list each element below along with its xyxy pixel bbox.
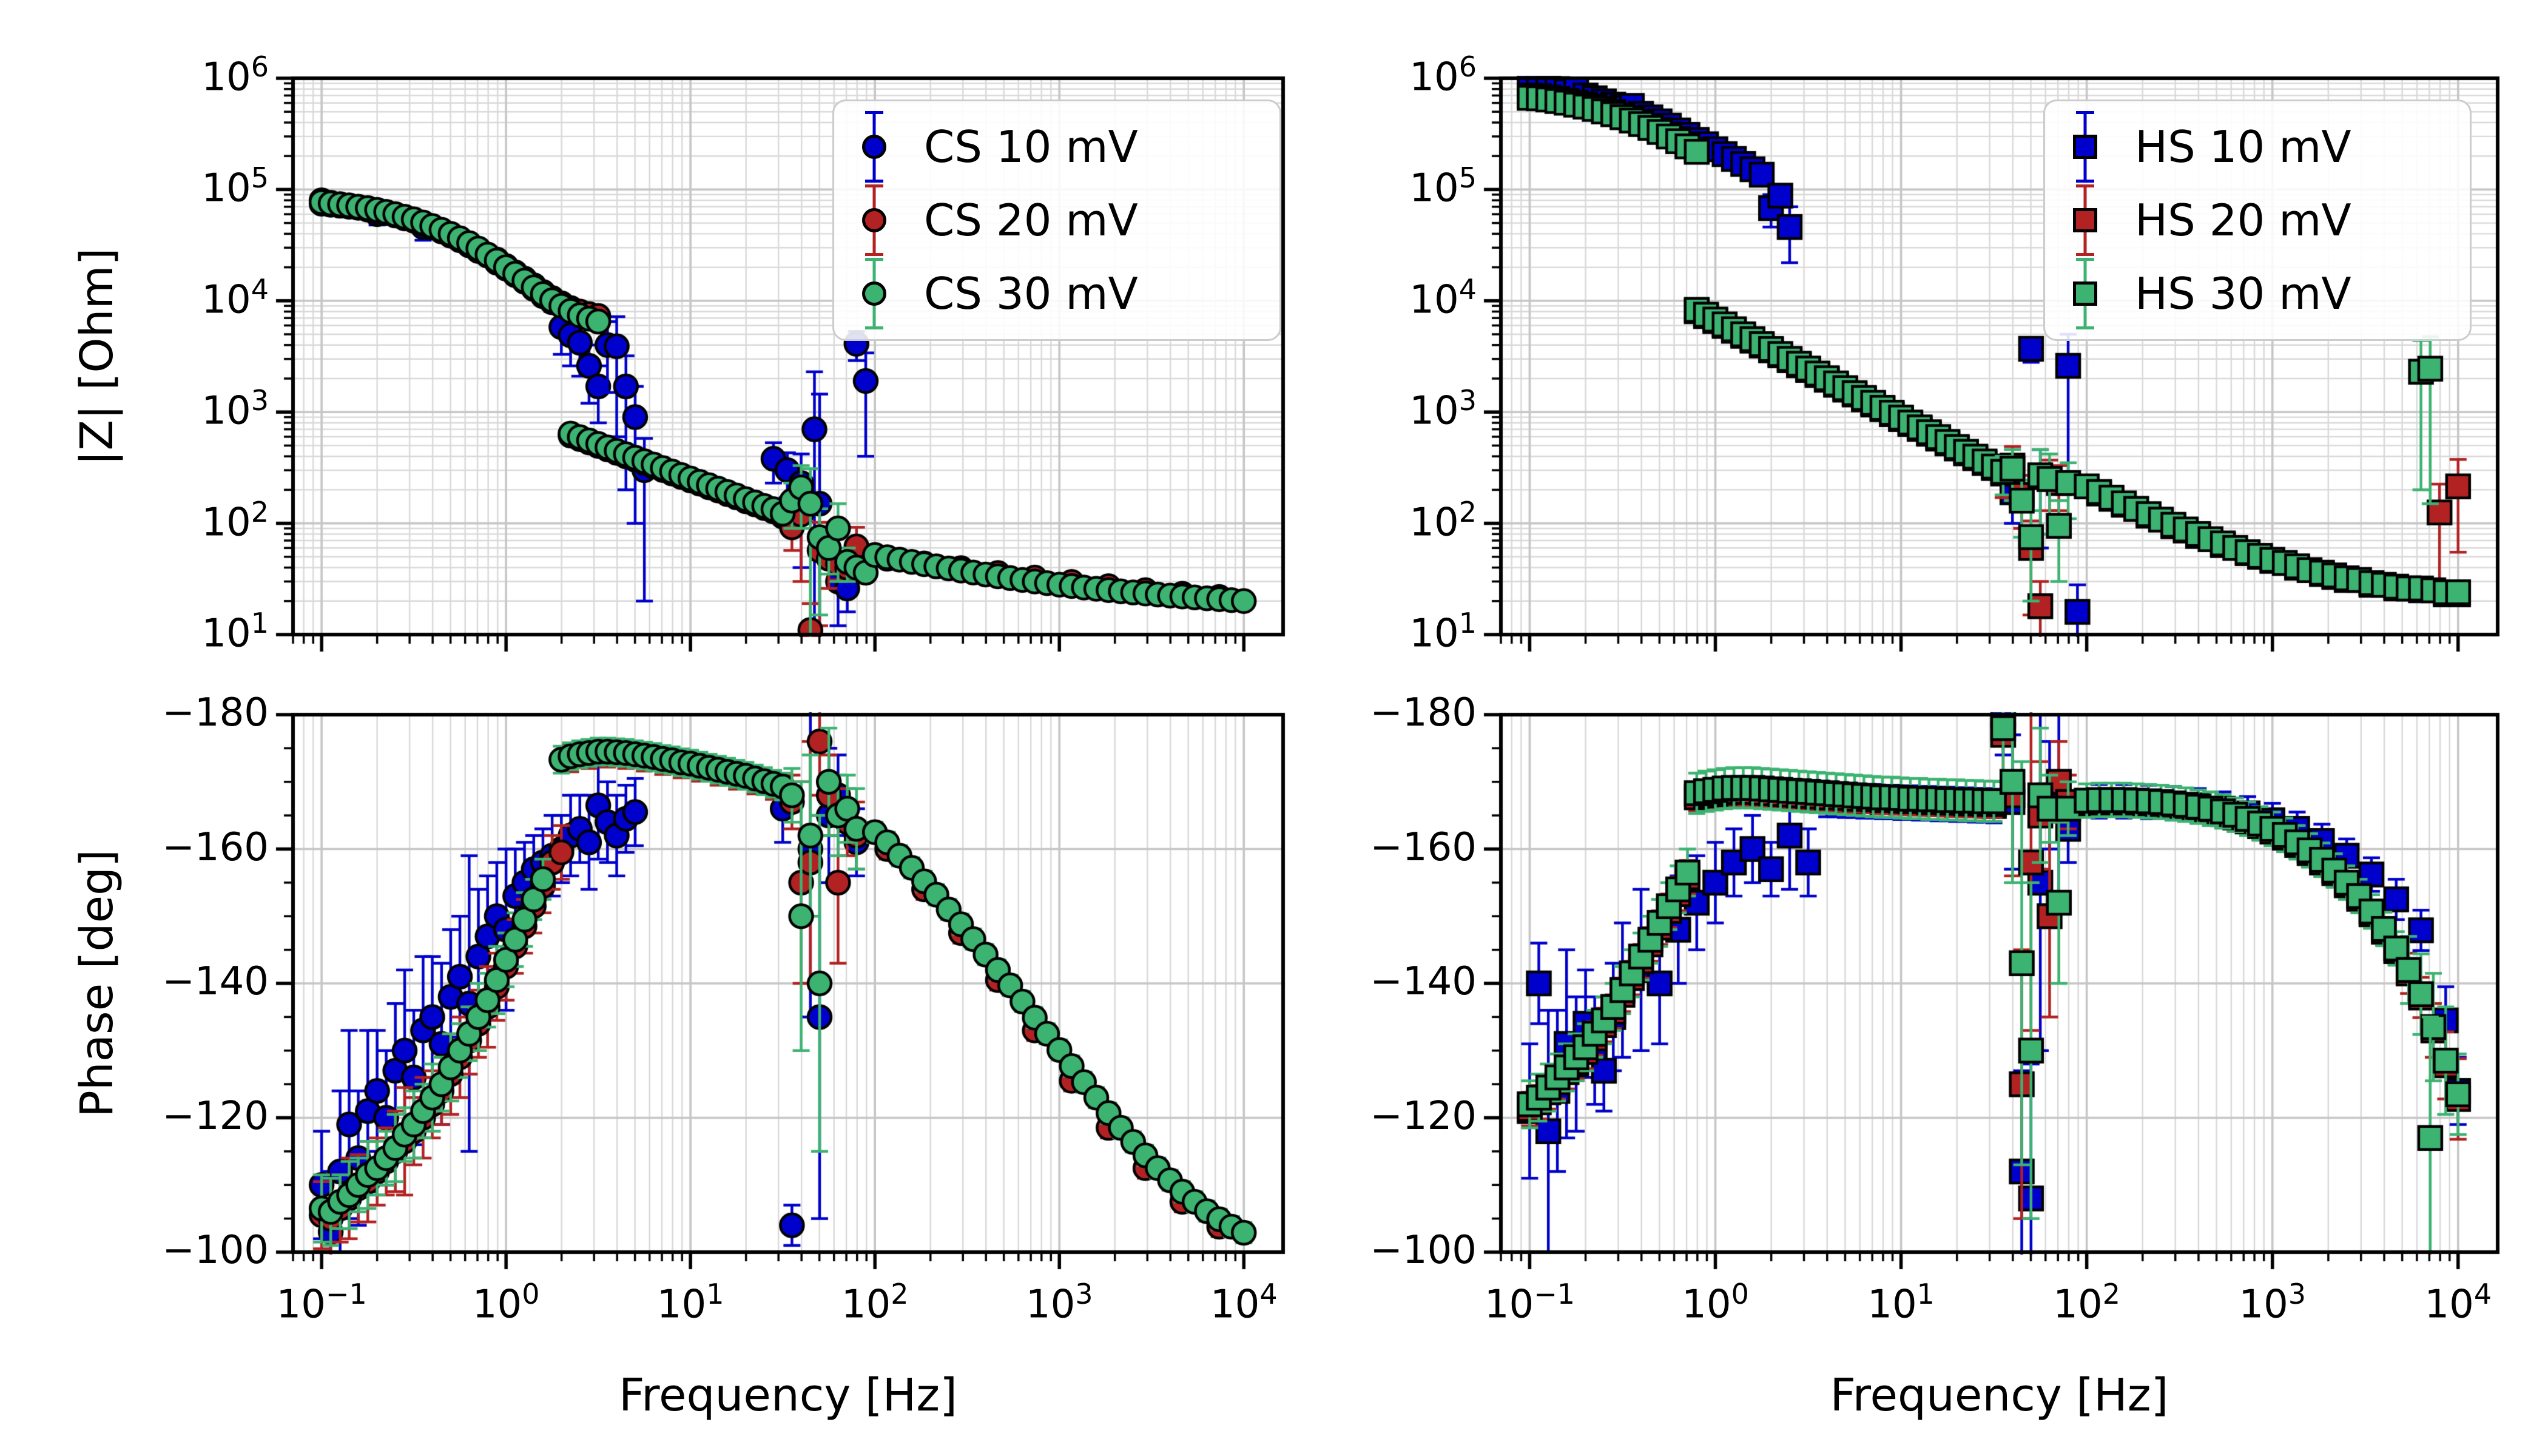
y-tick-label: 106 — [201, 50, 269, 100]
legend-item-hs-30-mv: HS 30 mV — [2071, 257, 2458, 331]
y-tick-label: 101 — [201, 607, 269, 656]
x-tick-label: 100 — [1682, 1278, 1749, 1327]
legend-marker-circle-icon — [860, 258, 889, 330]
legend-marker-circle-icon — [860, 184, 889, 256]
legend-item-cs-20-mv: CS 20 mV — [860, 183, 1267, 257]
y-tick-label: −120 — [162, 1093, 269, 1139]
legend-item-cs-30-mv: CS 30 mV — [860, 257, 1267, 331]
legend-label: HS 30 mV — [2135, 268, 2351, 320]
legend-label: CS 10 mV — [924, 121, 1138, 172]
x-tick-label: 100 — [472, 1278, 540, 1327]
y-tick-label: 104 — [201, 272, 269, 323]
y-tick-label: 101 — [1409, 607, 1477, 656]
legend-label: HS 20 mV — [2135, 194, 2351, 246]
y-tick-label: 102 — [1409, 495, 1477, 545]
x-tick-label: 103 — [2239, 1278, 2307, 1327]
legend-marker-square-icon — [2071, 258, 2100, 330]
y-tick-label: −160 — [162, 824, 269, 870]
y-tick-label: 105 — [201, 161, 269, 211]
legend-item-hs-20-mv: HS 20 mV — [2071, 183, 2458, 257]
y-tick-label: −180 — [1370, 690, 1477, 735]
legend-cs: CS 10 mV CS 20 mV CS 30 mV — [832, 99, 1281, 341]
y-tick-label: −140 — [1370, 959, 1477, 1004]
y-tick-label: 102 — [201, 495, 269, 545]
x-tick-label: 104 — [1210, 1278, 1278, 1327]
y-tick-label: −160 — [1370, 824, 1477, 870]
legend-marker-square-icon — [2071, 110, 2100, 183]
x-axis-label-left: Frequency [Hz] — [618, 1369, 958, 1421]
y-tick-label: 104 — [1409, 272, 1477, 323]
x-tick-label: 102 — [841, 1278, 909, 1327]
y-tick-label: −100 — [162, 1228, 269, 1273]
legend-hs: HS 10 mV HS 20 mV HS 30 mV — [2043, 99, 2472, 341]
x-tick-label: 101 — [656, 1278, 724, 1327]
x-tick-label: 10−1 — [276, 1278, 367, 1327]
legend-label: HS 10 mV — [2135, 121, 2351, 172]
x-tick-label: 103 — [1025, 1278, 1093, 1327]
y-tick-label: 103 — [201, 384, 269, 434]
legend-item-cs-10-mv: CS 10 mV — [860, 110, 1267, 183]
legend-label: CS 30 mV — [924, 268, 1138, 320]
y-tick-label: −140 — [162, 959, 269, 1004]
y-tick-label: −180 — [162, 690, 269, 735]
y-tick-label: −120 — [1370, 1093, 1477, 1139]
legend-marker-circle-icon — [860, 110, 889, 183]
x-axis-label-right: Frequency [Hz] — [1830, 1369, 2169, 1421]
x-tick-label: 101 — [1867, 1278, 1935, 1327]
legend-label: CS 20 mV — [924, 194, 1138, 246]
y-tick-label: 106 — [1409, 50, 1477, 100]
x-tick-label: 104 — [2424, 1278, 2492, 1327]
y-tick-label: −100 — [1370, 1228, 1477, 1273]
y-tick-label: 103 — [1409, 384, 1477, 434]
x-tick-label: 102 — [2053, 1278, 2121, 1327]
x-tick-label: 10−1 — [1484, 1278, 1576, 1327]
legend-item-hs-10-mv: HS 10 mV — [2071, 110, 2458, 183]
legend-marker-square-icon — [2071, 184, 2100, 256]
y-tick-label: 105 — [1409, 161, 1477, 211]
